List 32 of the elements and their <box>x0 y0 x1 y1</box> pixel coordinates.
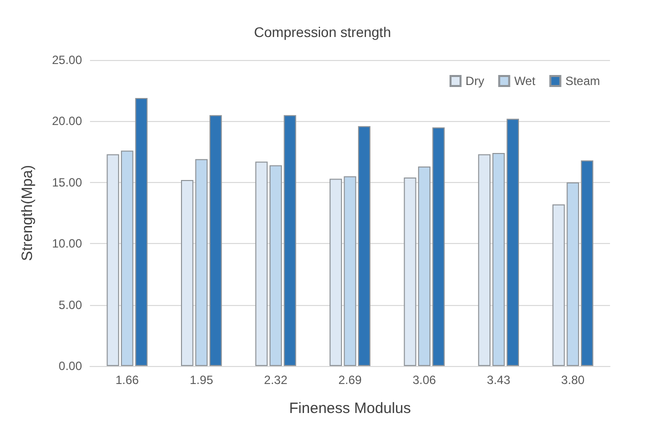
x-tick-label: 1.66 <box>115 373 140 387</box>
bar <box>255 162 268 366</box>
bar <box>418 166 430 366</box>
bar <box>432 127 445 366</box>
bar <box>344 176 356 366</box>
bar <box>106 154 120 366</box>
x-tick-label: 3.43 <box>486 373 511 387</box>
y-tick-label: 5.00 <box>58 298 82 312</box>
x-axis-title: Fineness Modulus <box>289 400 411 417</box>
legend-label: Steam <box>565 74 600 88</box>
bar <box>404 178 416 366</box>
x-tick-label: 3.06 <box>412 373 436 387</box>
bar <box>270 165 282 366</box>
x-tick-label: 3.80 <box>561 373 585 387</box>
y-tick-label: 10.00 <box>52 236 82 251</box>
y-tick-label: 20.00 <box>52 114 82 128</box>
y-tick-label: 25.00 <box>52 53 82 67</box>
y-tick-label: 0.00 <box>58 359 82 373</box>
bar <box>209 115 222 366</box>
bar <box>358 126 370 366</box>
legend-label: Dry <box>466 74 484 88</box>
x-tick-label: 2.69 <box>338 373 362 387</box>
bar <box>478 154 491 366</box>
x-tick-label: 2.32 <box>264 373 288 387</box>
chart-title: Compression strength <box>254 24 391 40</box>
bar <box>284 115 296 366</box>
bar <box>330 178 342 366</box>
y-axis-title: Strength(Mpa) <box>19 165 36 261</box>
legend-label: Wet <box>514 74 536 88</box>
bar <box>580 160 594 366</box>
y-tick-label: 15.00 <box>52 175 82 190</box>
x-tick-label: 1.95 <box>190 373 214 387</box>
